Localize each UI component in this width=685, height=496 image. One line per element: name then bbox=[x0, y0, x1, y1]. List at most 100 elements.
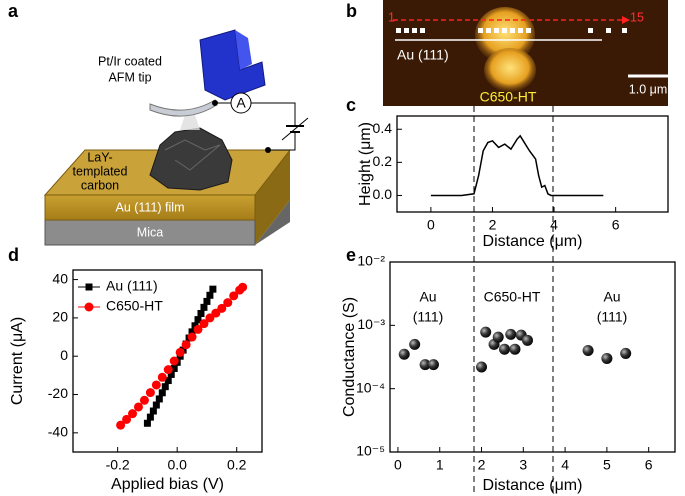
x-tick-label: 0 bbox=[394, 457, 402, 473]
cluster-facets bbox=[164, 139, 221, 171]
marker bbox=[164, 377, 172, 385]
legend-marker bbox=[84, 302, 94, 312]
y-axis-label: Conductance (S) bbox=[341, 297, 358, 417]
marker bbox=[238, 282, 248, 292]
marker bbox=[133, 402, 143, 412]
x-tick-label: 0 bbox=[427, 217, 435, 233]
y-axis-label: Current (μA) bbox=[9, 317, 26, 405]
wire bbox=[268, 132, 296, 151]
y-tick-label: 10⁻⁵ bbox=[356, 443, 385, 459]
marker bbox=[146, 413, 154, 421]
marker bbox=[151, 380, 161, 390]
marker bbox=[197, 309, 205, 317]
marker bbox=[521, 334, 533, 346]
afm-feature bbox=[475, 7, 535, 63]
marker bbox=[161, 383, 169, 391]
scale-label: 1.0 μm bbox=[629, 82, 667, 96]
marker bbox=[155, 395, 163, 403]
x-axis-label: Distance (μm) bbox=[483, 477, 583, 494]
marker bbox=[187, 332, 197, 342]
afm-feature bbox=[484, 48, 536, 92]
marker bbox=[139, 395, 149, 405]
x-tick-label: 2 bbox=[478, 457, 486, 473]
marker bbox=[143, 419, 151, 427]
scan-end: 15 bbox=[630, 10, 644, 24]
tip-label: Pt/Ir coated bbox=[98, 54, 162, 68]
x-tick-label: 5 bbox=[603, 457, 611, 473]
marker bbox=[170, 364, 178, 372]
data-line bbox=[430, 134, 604, 197]
marker bbox=[157, 372, 167, 382]
marker bbox=[199, 319, 209, 329]
x-axis-label: Applied bias (V) bbox=[111, 476, 224, 493]
marker bbox=[152, 401, 160, 409]
afm-image: 1 15 Au (111) 1.0 μm C650-HT bbox=[383, 0, 668, 106]
region-label: Au (111) bbox=[397, 47, 449, 63]
wire bbox=[251, 102, 296, 126]
marker bbox=[499, 343, 511, 355]
marker bbox=[163, 365, 173, 375]
panel-label: a bbox=[8, 1, 19, 21]
marker bbox=[175, 347, 185, 357]
y-axis-label: Height (μm) bbox=[357, 122, 374, 206]
y-tick-label: 10⁻³ bbox=[357, 316, 385, 332]
legend-label: C650-HT bbox=[106, 298, 163, 314]
y-tick-label: 40 bbox=[52, 270, 68, 286]
marker bbox=[167, 370, 175, 378]
panel-label: c bbox=[346, 95, 356, 115]
marker bbox=[217, 303, 227, 313]
marker bbox=[209, 285, 217, 293]
y-tick-label: 0.0 bbox=[373, 186, 393, 202]
y-tick-label: -20 bbox=[48, 385, 68, 401]
y-tick-label: 10⁻⁴ bbox=[356, 379, 385, 395]
marker bbox=[476, 361, 488, 373]
x-tick-label: -0.2 bbox=[106, 457, 130, 473]
marker bbox=[181, 340, 191, 350]
y-tick-label: 0 bbox=[60, 347, 68, 363]
carbon-label: templated bbox=[73, 164, 128, 178]
carbon-label: LaY- bbox=[87, 150, 112, 164]
legend-marker bbox=[85, 283, 93, 291]
schematic: A Pt/Ir coated AFM tip LaY- templated ca… bbox=[43, 29, 309, 246]
marker bbox=[188, 328, 196, 336]
marker bbox=[193, 324, 203, 334]
plot-frame bbox=[389, 261, 676, 453]
marker bbox=[194, 316, 202, 324]
marker bbox=[509, 343, 521, 355]
marker bbox=[203, 297, 211, 305]
marker bbox=[169, 356, 179, 366]
x-tick-label: 0.2 bbox=[227, 457, 247, 473]
y-tick-label: 20 bbox=[52, 309, 68, 325]
y-tick-label: 0.2 bbox=[373, 153, 393, 169]
marker bbox=[582, 345, 594, 357]
marker bbox=[419, 359, 431, 371]
panel-label: d bbox=[8, 245, 19, 265]
slab-side bbox=[255, 150, 290, 245]
plot-frame bbox=[72, 269, 263, 453]
scan-start: 1 bbox=[388, 10, 395, 24]
legend-label: Au (111) bbox=[106, 278, 158, 294]
x-tick-label: 3 bbox=[519, 457, 527, 473]
panel-label: e bbox=[346, 245, 356, 265]
tip-apex bbox=[180, 112, 200, 130]
annotation: (111) bbox=[413, 309, 444, 325]
y-tick-label: -40 bbox=[48, 424, 68, 440]
annotation: C650-HT bbox=[484, 289, 541, 305]
x-tick-label: 6 bbox=[612, 217, 620, 233]
marker bbox=[229, 291, 239, 301]
contact bbox=[265, 147, 271, 153]
y-tick-label: 0.4 bbox=[373, 120, 393, 136]
mica bbox=[44, 219, 256, 246]
cantilever bbox=[149, 99, 216, 117]
marker bbox=[398, 348, 410, 360]
annotation: Au bbox=[603, 289, 620, 305]
scan-arrow bbox=[622, 16, 630, 24]
carbon-cluster bbox=[149, 127, 233, 191]
x-axis-label: Distance (μm) bbox=[483, 233, 583, 250]
carbon-label: carbon bbox=[81, 178, 119, 192]
marker bbox=[191, 322, 199, 330]
sample-label: C650-HT bbox=[480, 89, 537, 105]
y-tick-label: 10⁻² bbox=[357, 253, 385, 269]
